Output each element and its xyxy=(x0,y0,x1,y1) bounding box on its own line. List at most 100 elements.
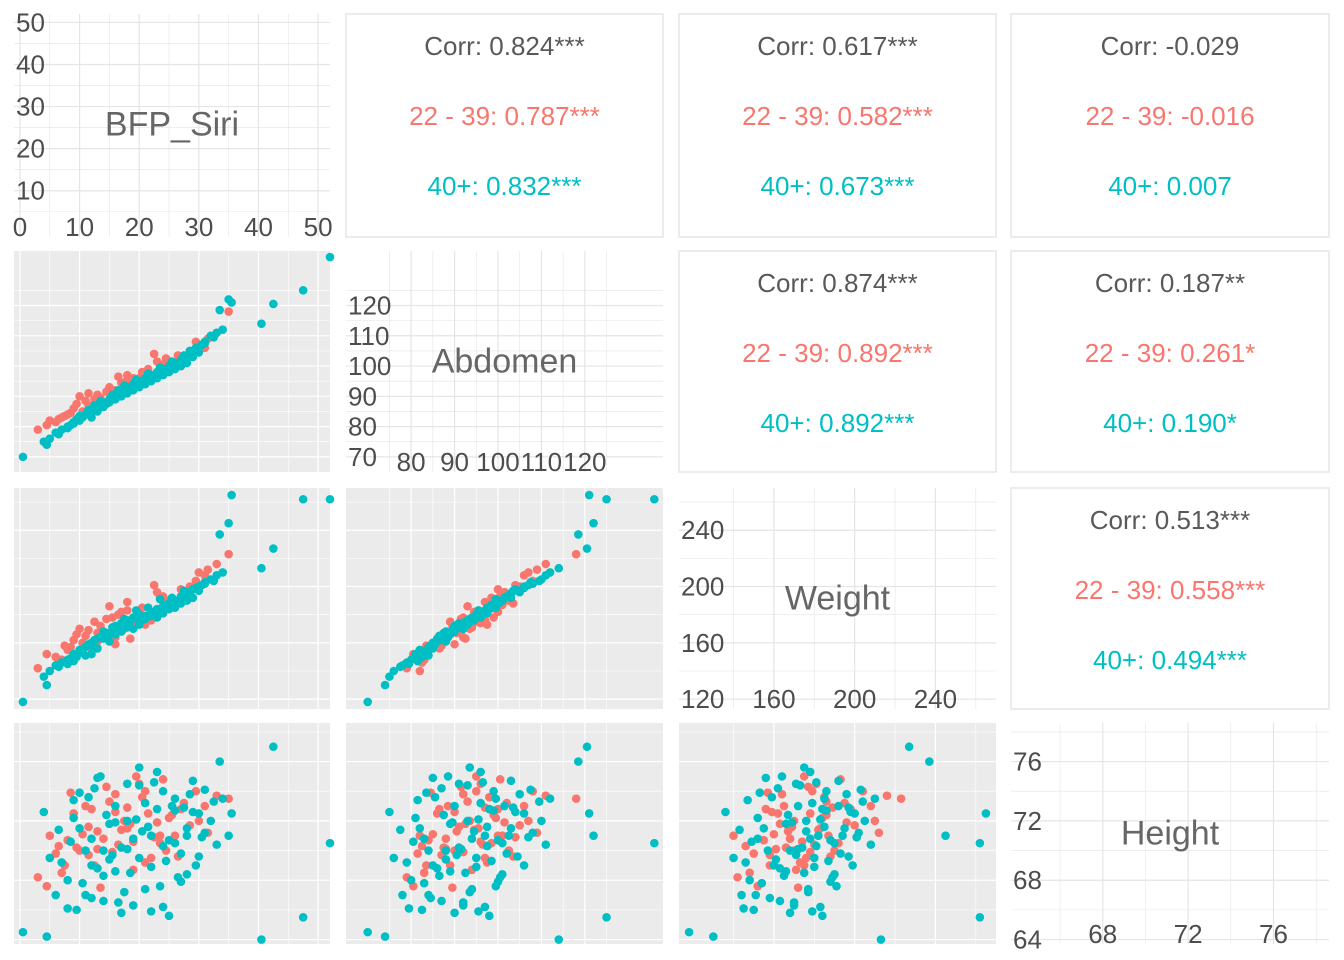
overall-correlation-label: Corr: 0.617*** xyxy=(757,31,917,61)
data-point-40- xyxy=(402,858,412,867)
data-point-40- xyxy=(99,846,108,855)
data-point-40- xyxy=(143,603,153,612)
data-point-22-39 xyxy=(785,834,795,843)
data-point-40- xyxy=(870,794,880,803)
data-point-40- xyxy=(298,286,308,295)
data-point-22-39 xyxy=(152,818,162,827)
data-point-40- xyxy=(164,911,174,921)
data-point-22-39 xyxy=(428,829,438,839)
data-point-22-39 xyxy=(415,666,425,676)
data-point-22-39 xyxy=(435,804,444,814)
data-point-40- xyxy=(269,299,278,309)
data-point-40- xyxy=(474,611,483,621)
data-point-40- xyxy=(751,890,761,900)
data-point-22-39 xyxy=(194,816,204,826)
data-point-22-39 xyxy=(42,649,52,659)
data-point-40- xyxy=(498,596,507,605)
data-point-40- xyxy=(134,617,144,627)
data-point-22-39 xyxy=(108,613,117,622)
data-point-22-39 xyxy=(54,841,64,851)
group-correlation-label: 40+: 0.892*** xyxy=(761,408,915,438)
data-point-40- xyxy=(227,298,236,307)
data-point-40- xyxy=(200,578,210,587)
data-point-40- xyxy=(524,832,533,842)
data-point-22-39 xyxy=(458,789,468,799)
data-point-40- xyxy=(188,807,198,817)
data-point-40- xyxy=(152,767,162,777)
data-point-22-39 xyxy=(511,832,520,842)
data-point-22-39 xyxy=(791,865,801,875)
data-point-40- xyxy=(709,932,718,941)
data-point-40- xyxy=(491,603,501,612)
data-point-40- xyxy=(777,772,787,781)
data-point-40- xyxy=(398,890,407,900)
data-point-40- xyxy=(975,838,985,848)
data-point-22-39 xyxy=(66,642,75,652)
x-tick-label: 50 xyxy=(304,212,333,242)
data-point-40- xyxy=(582,544,592,553)
data-point-22-39 xyxy=(441,834,451,843)
data-point-40- xyxy=(602,913,611,922)
data-point-40- xyxy=(809,853,819,863)
data-point-40- xyxy=(63,875,72,885)
data-point-40- xyxy=(111,801,120,811)
data-point-40- xyxy=(783,810,793,820)
data-point-22-39 xyxy=(874,828,884,838)
data-point-40- xyxy=(830,869,839,879)
data-point-40- xyxy=(200,339,210,348)
data-point-40- xyxy=(836,849,845,858)
data-point-40- xyxy=(582,742,592,752)
data-point-40- xyxy=(137,826,147,836)
data-point-40- xyxy=(99,401,108,410)
data-point-40- xyxy=(476,798,485,808)
data-point-40- xyxy=(489,786,498,796)
x-tick-label: 0 xyxy=(13,212,27,242)
data-point-40- xyxy=(807,798,817,808)
data-point-40- xyxy=(840,824,849,833)
data-point-40- xyxy=(519,583,529,593)
x-tick-label: 40 xyxy=(244,212,273,242)
data-point-40- xyxy=(461,868,470,878)
data-point-40- xyxy=(480,902,490,912)
y-tick-label: 76 xyxy=(1013,747,1042,777)
data-point-40- xyxy=(781,867,791,876)
variable-name-label: BFP_Siri xyxy=(105,106,239,144)
panel-height-height: 64 68 72 76 68 72 76 Height xyxy=(1011,723,1329,955)
data-point-40- xyxy=(422,788,431,798)
data-point-40- xyxy=(834,801,843,811)
data-point-40- xyxy=(832,881,841,891)
x-tick-label: 20 xyxy=(125,212,154,242)
panel-border xyxy=(678,250,997,473)
data-point-22-39 xyxy=(417,841,427,851)
data-point-22-39 xyxy=(125,634,135,643)
data-point-22-39 xyxy=(111,789,120,799)
data-point-40- xyxy=(498,869,507,879)
data-point-22-39 xyxy=(105,797,114,806)
y-tick-label: 160 xyxy=(681,628,724,658)
data-point-22-39 xyxy=(42,881,52,891)
x-tick-label: 72 xyxy=(1174,919,1203,949)
data-point-40- xyxy=(158,902,168,912)
data-point-40- xyxy=(134,763,144,772)
data-point-40- xyxy=(721,807,730,817)
y-tick-label: 200 xyxy=(681,572,724,602)
data-point-40- xyxy=(826,835,835,845)
data-point-22-39 xyxy=(51,849,61,858)
data-point-40- xyxy=(125,868,135,878)
data-point-22-39 xyxy=(463,601,472,611)
panel-weight-weight: 120 160 200 240 160 200 240 Weight xyxy=(679,488,996,714)
data-point-22-39 xyxy=(45,831,55,841)
y-tick-label: 240 xyxy=(681,515,724,545)
group-correlation-label: 40+: 0.673*** xyxy=(761,171,915,201)
data-point-40- xyxy=(981,809,991,818)
data-point-40- xyxy=(554,935,564,944)
data-point-22-39 xyxy=(571,549,581,559)
panel-height-weight xyxy=(679,723,996,944)
data-point-40- xyxy=(146,862,156,872)
data-point-40- xyxy=(589,518,598,528)
y-tick-label: 120 xyxy=(681,684,724,714)
data-point-22-39 xyxy=(117,607,126,617)
data-point-22-39 xyxy=(524,568,533,577)
group-correlation-label: 40+: 0.494*** xyxy=(1093,645,1247,675)
